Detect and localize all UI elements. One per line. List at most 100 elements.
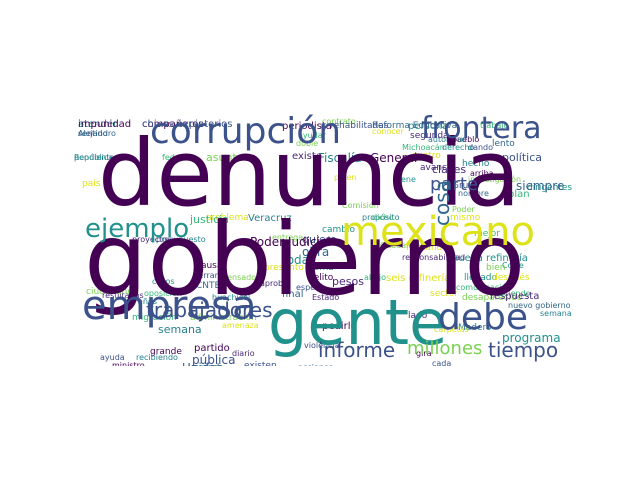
word-small: administración bbox=[190, 313, 257, 323]
word-trabajadores: trabajadores bbox=[146, 298, 273, 322]
word-small: investigación bbox=[468, 175, 522, 184]
word-small: compañeros bbox=[142, 119, 204, 130]
word-denuncia: denuncia bbox=[98, 120, 521, 227]
word-small: autoridad bbox=[428, 135, 467, 144]
word-small: aprobó bbox=[260, 279, 288, 288]
word-small: nombre bbox=[458, 189, 489, 198]
word-small: contrato bbox=[322, 117, 356, 126]
word-tiempo: tiempo bbox=[488, 338, 559, 362]
word-small: Comisión bbox=[342, 201, 379, 210]
word-small: Corte bbox=[502, 261, 524, 270]
word-small: Estado bbox=[312, 293, 340, 302]
word-small: cerrar bbox=[194, 271, 218, 280]
word-small: cuatro bbox=[412, 151, 441, 161]
word-informe: informe bbox=[318, 338, 396, 362]
word-small: propósito bbox=[362, 213, 400, 222]
word-small: atender bbox=[78, 119, 118, 130]
word-small: existen bbox=[244, 361, 277, 367]
word-small: programa bbox=[502, 331, 561, 345]
word-small: asunto bbox=[206, 151, 244, 164]
word-small: diario bbox=[232, 349, 255, 358]
word-small: presunto bbox=[264, 263, 304, 273]
word-small: piden bbox=[334, 173, 357, 182]
word-small: pedirle bbox=[322, 321, 357, 332]
word-small: pueblo bbox=[452, 135, 480, 144]
word-small: problema bbox=[206, 213, 249, 223]
word-small: responsabilidad bbox=[402, 253, 466, 262]
word-small: obra bbox=[302, 245, 330, 259]
word-small: casos bbox=[152, 277, 175, 286]
word-small: años bbox=[138, 297, 158, 306]
word-small: partido bbox=[194, 343, 230, 354]
word-small: verdad bbox=[188, 364, 219, 367]
word-small: abajo bbox=[364, 273, 386, 282]
word-small: carpetas bbox=[434, 325, 469, 334]
word-small: entrega bbox=[272, 233, 304, 242]
word-small: bien bbox=[486, 263, 506, 273]
word-small: política bbox=[502, 151, 542, 164]
word-small: después bbox=[492, 273, 530, 283]
word-small: Unidos bbox=[182, 362, 223, 366]
word-small: gira bbox=[416, 349, 432, 358]
word-small: Poder bbox=[452, 205, 475, 214]
word-small: hablando bbox=[406, 243, 448, 253]
word-small: nueva refinería bbox=[452, 253, 528, 264]
word-small: lento bbox=[492, 139, 515, 149]
word-small: plan bbox=[508, 189, 530, 200]
word-gobierno: gobierno bbox=[84, 201, 526, 318]
word-small: pública bbox=[192, 353, 236, 366]
word-small: ministro bbox=[112, 361, 145, 367]
word-small: dicho bbox=[372, 213, 394, 222]
word-small: Poder Judicial bbox=[250, 235, 331, 249]
word-small: chivos expiatorios bbox=[142, 119, 233, 130]
word-small: hecho bbox=[462, 159, 490, 169]
word-small: ayudar bbox=[298, 131, 326, 140]
word-frontera: frontera bbox=[421, 114, 542, 146]
word-small: República bbox=[74, 153, 114, 162]
word-small: CNTE bbox=[196, 281, 221, 291]
word-small: Grupo bbox=[452, 181, 480, 191]
word-small: cambio bbox=[322, 225, 355, 235]
word-small: pendiente bbox=[74, 153, 115, 162]
word-small: arriba bbox=[470, 169, 494, 178]
word-small: Fiscalía bbox=[318, 151, 362, 165]
word-small: quiero bbox=[302, 233, 337, 246]
word-small: mismo bbox=[450, 213, 481, 223]
word-small: terna bbox=[310, 263, 334, 273]
word-small: pesos bbox=[332, 275, 364, 288]
word-small: General bbox=[370, 151, 418, 165]
word-small: ciudadanos bbox=[86, 287, 138, 297]
word-small: desaparecido bbox=[462, 293, 523, 303]
word-small: cada bbox=[432, 359, 452, 367]
word-ejemplo: ejemplo bbox=[85, 214, 190, 244]
word-small: sentido bbox=[78, 129, 108, 138]
word-small: resultados bbox=[102, 291, 144, 300]
word-small: clases bbox=[432, 163, 467, 176]
word-small: toda bbox=[282, 253, 310, 267]
word-small: presupuesto bbox=[156, 235, 206, 244]
word-small: migración bbox=[132, 313, 177, 323]
word-cloud: pendiente sentido compañeros atender Estado s… bbox=[72, 114, 572, 366]
word-small: viene bbox=[394, 175, 416, 184]
word-small: llegado bbox=[464, 273, 497, 283]
word-mexicano: mexicano bbox=[341, 209, 535, 255]
word-small: lado bbox=[408, 311, 428, 321]
word-small: Madero bbox=[458, 323, 492, 333]
word-small: existe bbox=[292, 151, 322, 162]
word-small: amenaza bbox=[222, 321, 259, 330]
word-small: semana bbox=[540, 309, 572, 318]
word-small: grande bbox=[150, 347, 182, 357]
word-small: haciendo bbox=[494, 289, 531, 298]
word-small: país bbox=[82, 179, 101, 189]
word-small: persona bbox=[408, 121, 449, 132]
word-small: espero bbox=[296, 283, 324, 292]
word-small: proyectos bbox=[132, 235, 172, 244]
word-small: recibiendo bbox=[136, 353, 178, 362]
word-small: impunidad bbox=[78, 119, 132, 130]
word-small: acciones bbox=[298, 364, 333, 367]
word-millones: millones bbox=[407, 338, 483, 359]
word-corrupcion: corrupción bbox=[150, 114, 342, 152]
word-small: siempre bbox=[516, 179, 565, 193]
word-small: respuesta bbox=[490, 291, 540, 302]
word-small: avance bbox=[420, 163, 453, 173]
